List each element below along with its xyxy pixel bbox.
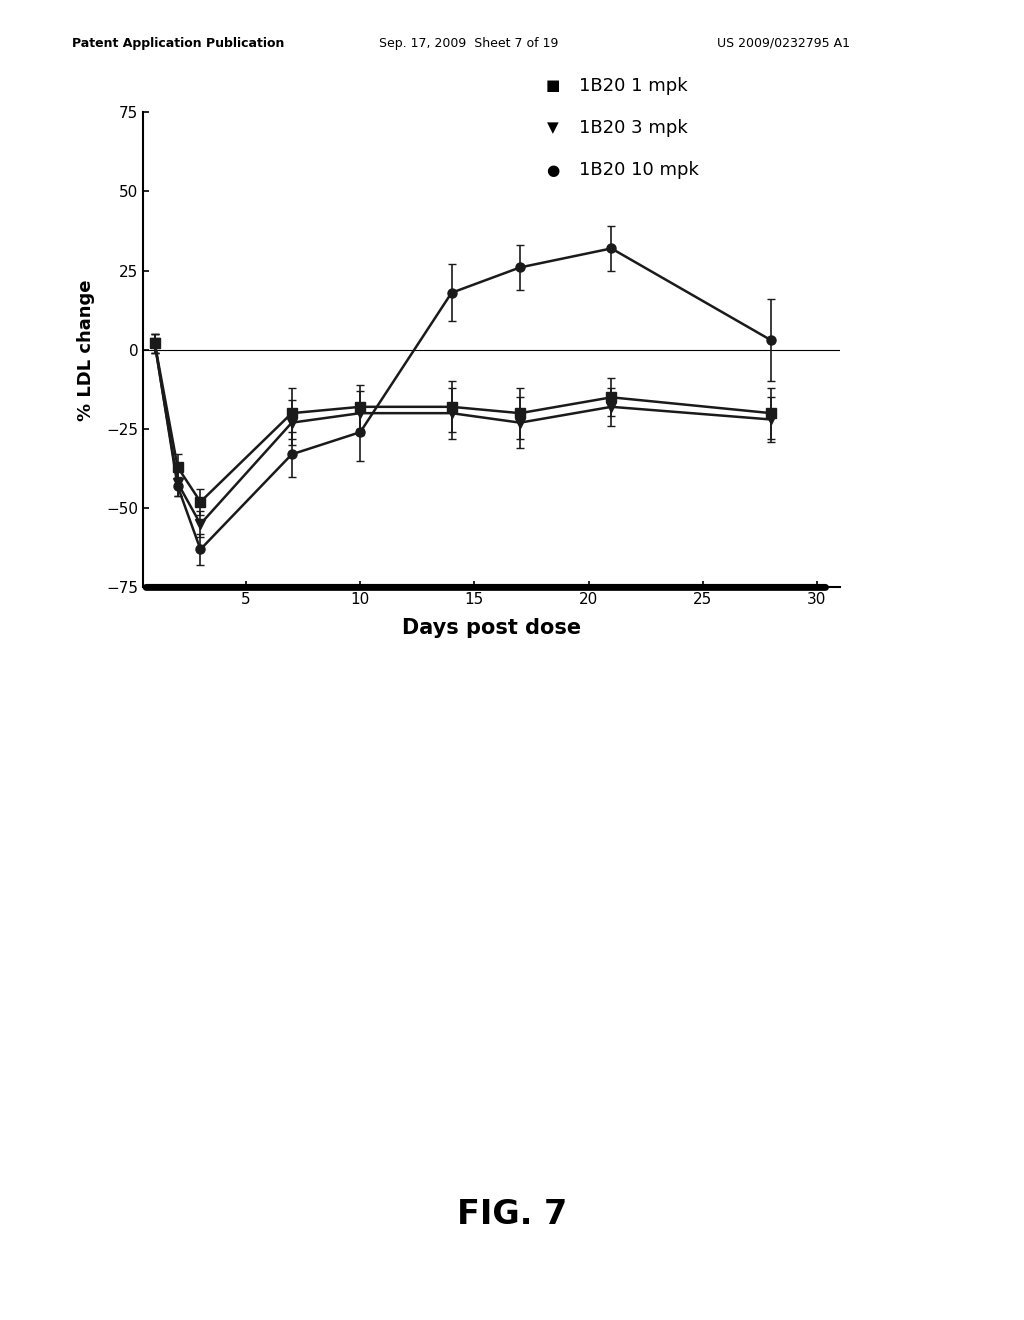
Text: ●: ● [547, 162, 559, 178]
Text: ■: ■ [546, 78, 560, 94]
Text: ▼: ▼ [547, 120, 559, 136]
Y-axis label: % LDL change: % LDL change [78, 279, 95, 421]
Text: 1B20 3 mpk: 1B20 3 mpk [579, 119, 687, 137]
Text: 1B20 1 mpk: 1B20 1 mpk [579, 77, 687, 95]
Text: Sep. 17, 2009  Sheet 7 of 19: Sep. 17, 2009 Sheet 7 of 19 [379, 37, 558, 50]
Text: US 2009/0232795 A1: US 2009/0232795 A1 [717, 37, 850, 50]
Text: Patent Application Publication: Patent Application Publication [72, 37, 284, 50]
Text: FIG. 7: FIG. 7 [457, 1199, 567, 1230]
X-axis label: Days post dose: Days post dose [402, 618, 581, 639]
Text: 1B20 10 mpk: 1B20 10 mpk [579, 161, 698, 180]
